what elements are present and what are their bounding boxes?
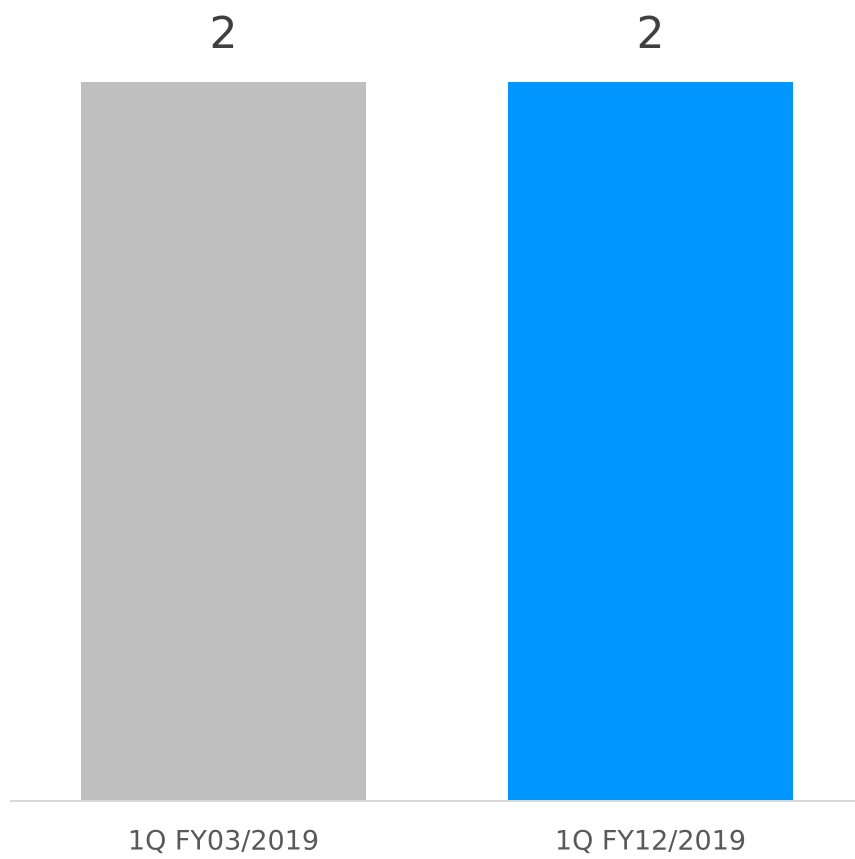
x-tick-label: 1Q FY03/2019 <box>128 826 319 857</box>
data-label: 2 <box>637 8 665 59</box>
data-label: 2 <box>210 8 238 59</box>
bar <box>81 82 366 800</box>
x-tick-label: 1Q FY12/2019 <box>555 826 746 857</box>
bar <box>508 82 793 800</box>
